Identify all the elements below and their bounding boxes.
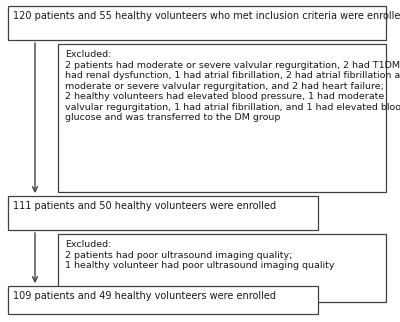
Text: 109 patients and 49 healthy volunteers were enrolled: 109 patients and 49 healthy volunteers w… xyxy=(13,291,276,301)
Text: 2 patients had poor ultrasound imaging quality;: 2 patients had poor ultrasound imaging q… xyxy=(65,251,292,260)
Bar xyxy=(58,234,386,302)
Text: glucose and was transferred to the DM group: glucose and was transferred to the DM gr… xyxy=(65,113,280,122)
Text: 1 healthy volunteer had poor ultrasound imaging quality: 1 healthy volunteer had poor ultrasound … xyxy=(65,261,334,270)
Bar xyxy=(58,44,386,192)
Text: 2 healthy volunteers had elevated blood pressure, 1 had moderate: 2 healthy volunteers had elevated blood … xyxy=(65,92,384,101)
Text: moderate or severe valvular regurgitation, and 2 had heart failure;: moderate or severe valvular regurgitatio… xyxy=(65,81,384,90)
Text: Excluded:: Excluded: xyxy=(65,50,111,59)
Bar xyxy=(8,6,386,40)
Text: Excluded:: Excluded: xyxy=(65,240,111,249)
Text: 120 patients and 55 healthy volunteers who met inclusion criteria were enrolled: 120 patients and 55 healthy volunteers w… xyxy=(13,11,400,21)
Text: 111 patients and 50 healthy volunteers were enrolled: 111 patients and 50 healthy volunteers w… xyxy=(13,201,276,211)
Bar xyxy=(8,196,318,230)
Text: valvular regurgitation, 1 had atrial fibrillation, and 1 had elevated blood: valvular regurgitation, 1 had atrial fib… xyxy=(65,103,400,112)
Bar xyxy=(8,286,318,314)
Text: had renal dysfunction, 1 had atrial fibrillation, 2 had atrial fibrillation and: had renal dysfunction, 1 had atrial fibr… xyxy=(65,71,400,80)
Text: 2 patients had moderate or severe valvular regurgitation, 2 had T1DM, 1: 2 patients had moderate or severe valvul… xyxy=(65,61,400,70)
